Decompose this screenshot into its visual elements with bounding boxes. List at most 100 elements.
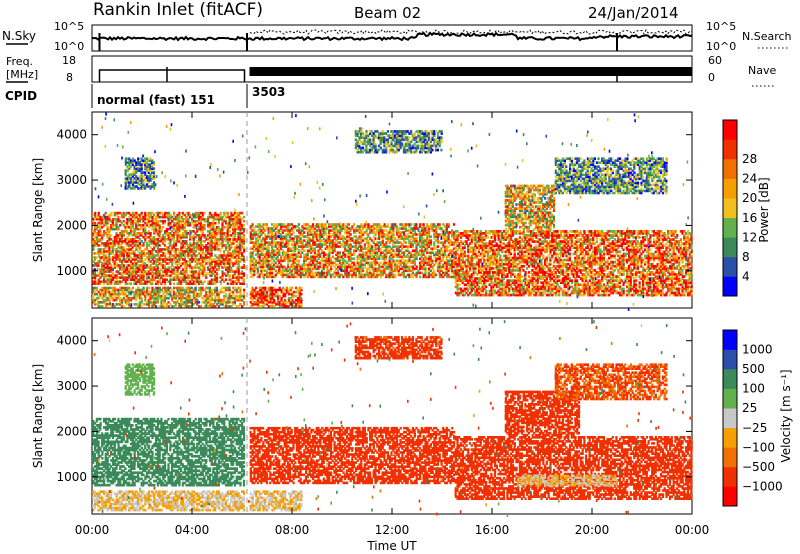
echo-cell [422,251,425,254]
echo-cell [435,261,438,265]
echo-cell [135,248,138,251]
echo-cell [119,256,122,259]
echo-cell [296,265,299,269]
echo-cell [351,269,354,273]
echo-cell [433,253,436,256]
echo-cell [185,234,188,237]
echo-cell [201,260,204,263]
echo-cell [138,161,141,164]
echo-cell [406,261,409,265]
echo-cell [367,243,370,246]
echo-cell [303,245,306,248]
echo-cell [151,280,154,283]
echo-cell [262,227,265,230]
echo-cell [155,219,158,223]
echo-cell [203,211,206,215]
echo-cell [201,211,204,215]
echo-cell [99,248,102,251]
echo-cell [147,165,150,168]
echo-cell [122,260,125,263]
echo-cell [447,237,450,240]
echo-cell [376,255,379,258]
echo-cell [253,241,256,244]
echo-cell [239,256,242,259]
echo-cell [349,253,352,256]
echo-cell [194,258,197,261]
echo-cell [351,225,354,228]
echo-cell [180,244,183,247]
echo-cell [185,244,188,247]
echo-cell [326,239,329,242]
echo-cell [239,290,242,294]
echo-cell [337,255,340,258]
echo-cell [205,246,208,249]
echo-cell [149,213,152,217]
echo-cell [283,267,286,271]
echo-cell [272,275,276,279]
echo-cell [399,245,402,248]
echo-cell [151,301,154,304]
echo-cell [189,301,192,304]
echo-cell [444,239,447,242]
echo-cell [338,225,341,228]
echo-cell [167,280,170,283]
echo-cell [445,239,448,242]
echo-cell [251,261,254,265]
echo-cell [392,235,395,238]
echo-cell [122,258,125,261]
echo-cell [349,269,352,273]
echo-cell [255,265,258,269]
echo-cell [374,223,377,226]
echo-cell [106,240,109,243]
echo-cell [426,249,429,252]
echo-cell [280,239,283,242]
echo-cell [367,249,370,252]
echo-cell [210,260,213,263]
echo-cell [156,286,159,290]
echo-cell [156,234,159,237]
echo-cell [424,275,427,279]
echo-cell [271,251,274,254]
echo-cell [452,247,455,250]
echo-cell [351,245,354,248]
echo-cell [345,269,348,273]
echo-cell [226,288,229,292]
echo-cell [164,215,167,219]
echo-cell [228,252,231,255]
echo-cell [253,290,256,294]
echo-cell [198,215,201,219]
echo-cell [216,268,219,271]
echo-cell [173,254,176,257]
echo-cell [237,268,240,271]
echo-cell [158,244,161,247]
echo-cell [243,248,246,251]
echo-cell [192,272,195,275]
echo-cell [251,303,254,306]
echo-cell [128,290,131,294]
echo-cell [447,239,450,242]
echo-cell [404,241,408,244]
echo-cell [413,251,416,254]
echo-cell [138,305,142,308]
echo-cell [230,278,233,281]
echo-cell [198,219,201,223]
echo-cell [197,221,201,225]
echo-cell [397,231,400,234]
echo-cell [137,286,140,290]
echo-cell [192,236,195,239]
echo-cell [251,288,254,292]
echo-cell [267,271,270,275]
echo-cell [304,263,307,267]
echo-cell [192,258,195,261]
echo-cell [288,259,292,263]
echo-cell [230,262,233,265]
echo-cell [147,303,150,306]
echo-cell [93,227,97,231]
echo-cell [194,264,197,267]
echo-cell [188,266,192,269]
echo-cell [111,286,115,290]
echo-cell [237,250,240,253]
echo-cell [453,237,456,240]
echo-cell [411,243,414,246]
echo-cell [154,276,157,279]
